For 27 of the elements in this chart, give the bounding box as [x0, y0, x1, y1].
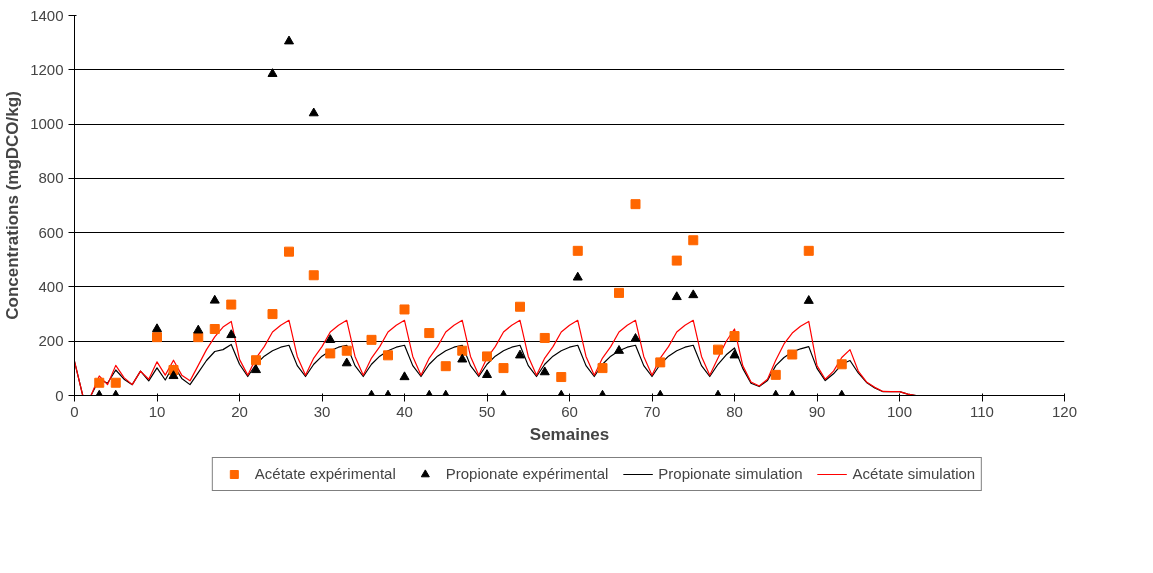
legend-label: Acétate simulation [852, 465, 976, 482]
x-tick-label: 70 [643, 402, 661, 420]
x-axis-title: Semaines [529, 424, 610, 444]
legend-label: Acétate expérimental [254, 465, 396, 482]
x-tick-label: 90 [808, 402, 826, 420]
x-tick-label: 120 [1051, 402, 1078, 420]
x-tick-label: 60 [561, 402, 578, 420]
legend-label: Propionate simulation [658, 465, 803, 482]
x-tick-label: 30 [313, 402, 331, 420]
legend-label: Propionate expérimental [445, 465, 609, 482]
y-tick-label: 800 [38, 169, 64, 187]
y-tick-label: 1200 [30, 60, 64, 78]
y-tick-label: 1000 [30, 115, 64, 133]
x-tick-label: 40 [396, 402, 413, 420]
x-tick-label: 10 [148, 402, 166, 420]
y-axis-title: Concentrations (mgDCO/kg) [3, 91, 23, 320]
y-tick-label: 0 [55, 386, 64, 404]
x-tick-label: 20 [231, 402, 248, 420]
x-tick-label: 100 [886, 402, 913, 420]
x-tick-label: 80 [726, 402, 743, 420]
y-tick-label: 200 [38, 332, 64, 350]
x-tick-label: 50 [478, 402, 496, 420]
x-tick-label: 110 [970, 402, 994, 420]
x-tick-label: 0 [70, 402, 79, 420]
y-tick-label: 400 [38, 277, 64, 295]
y-tick-label: 1400 [30, 6, 64, 24]
y-tick-label: 600 [38, 223, 64, 241]
